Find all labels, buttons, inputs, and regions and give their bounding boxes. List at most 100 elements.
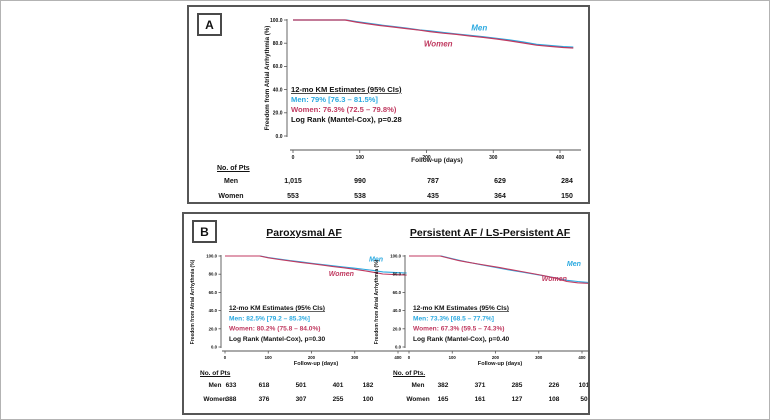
km-estimates-line: Men: 73.3% [68.5 – 77.7%]	[413, 315, 494, 322]
x-tick-label: 200	[422, 155, 431, 161]
risk-value: 376	[258, 396, 270, 403]
risk-value: 150	[561, 193, 573, 200]
y-tick-label: 0.0	[211, 345, 218, 350]
curve-label-men: Men	[369, 256, 383, 263]
km-chart-paroxysmal: 100.0 80.0 60.0 40.0 20.0 0.0 0 100 200 300 400 Fol…	[190, 254, 408, 367]
km-estimates-line: Men: 79% [76.3 – 81.5%]	[291, 95, 378, 104]
y-tick-label: 20.0	[209, 326, 218, 331]
x-tick-label: 400	[578, 355, 586, 360]
x-tick-label: 100	[356, 155, 365, 161]
risk-value: 1,015	[284, 178, 302, 185]
km-curve-women	[225, 255, 407, 276]
y-axis-title: Freedom from Atrial Arrhythmia (%)	[374, 259, 380, 344]
x-tick-label: 200	[492, 355, 500, 360]
x-axis-title: Follow-up (days)	[411, 157, 463, 164]
y-tick-label: 100.0	[206, 254, 217, 259]
x-tick-label: 100	[265, 355, 273, 360]
risk-row-label: Men	[208, 382, 222, 389]
risk-value: 101	[578, 382, 590, 389]
risk-value: 553	[287, 193, 299, 200]
risk-value: 307	[295, 396, 307, 403]
x-tick-label: 0	[408, 355, 411, 360]
y-tick-label: 40.0	[209, 308, 218, 313]
risk-value: 371	[474, 382, 486, 389]
risk-value: 255	[332, 396, 344, 403]
subpanel-title-paroxysmal: Paroxysmal AF	[266, 227, 342, 239]
risk-value: 127	[511, 396, 523, 403]
panel-a: A 100.0 80.0 60.0 40.0 20.0 0.0 0 100 200 300 400 F…	[187, 5, 590, 204]
y-tick-label: 40.0	[393, 308, 402, 313]
y-axis-title: Freedom from Atrial Arrhythmia (%)	[264, 26, 271, 131]
risk-row-label: Men	[224, 178, 238, 185]
y-tick-label: 60.0	[273, 64, 283, 70]
curve-label-men: Men	[471, 23, 487, 32]
panel-b-letter: B	[192, 220, 217, 243]
risk-value: 787	[427, 178, 439, 185]
curve-label-women: Women	[329, 271, 354, 278]
km-estimates-line: Log Rank (Mantel-Cox), p=0.40	[413, 336, 510, 343]
y-tick-label: 0.0	[276, 134, 283, 140]
x-axis-title: Follow-up (days)	[478, 361, 523, 367]
x-tick-label: 100	[449, 355, 457, 360]
x-tick-label: 300	[351, 355, 359, 360]
subpanel-title-persistent: Persistent AF / LS-Persistent AF	[409, 227, 571, 239]
y-axis-title: Freedom from Atrial Arrhythmia (%)	[190, 259, 196, 344]
y-tick-label: 80.0	[393, 272, 402, 277]
y-tick-label: 0.0	[395, 345, 402, 350]
km-curve-women	[293, 19, 574, 49]
risk-value: 161	[474, 396, 486, 403]
y-tick-label: 60.0	[209, 290, 218, 295]
km-chart-overall: 100.0 80.0 60.0 40.0 20.0 0.0 0 100 200 300 400 Fol…	[264, 18, 581, 164]
risk-value: 629	[494, 178, 506, 185]
km-estimates-heading: 12-mo KM Estimates (95% CIs)	[413, 305, 509, 312]
km-estimates-heading: 12-mo KM Estimates (95% CIs)	[229, 305, 325, 312]
risk-value: 226	[548, 382, 560, 389]
risk-value: 165	[437, 396, 449, 403]
y-tick-label: 60.0	[393, 290, 402, 295]
y-tick-label: 100.0	[270, 18, 283, 24]
risk-value: 990	[354, 178, 366, 185]
risk-value: 50	[580, 396, 588, 403]
risk-value: 100	[362, 396, 374, 403]
risk-value: 633	[225, 382, 237, 389]
x-tick-label: 200	[308, 355, 316, 360]
risk-value: 538	[354, 193, 366, 200]
risk-value: 388	[225, 396, 237, 403]
risk-value: 182	[362, 382, 374, 389]
km-estimates-heading: 12-mo KM Estimates (95% CIs)	[291, 85, 402, 94]
x-tick-label: 300	[489, 155, 498, 161]
y-tick-label: 40.0	[273, 87, 283, 93]
x-tick-label: 400	[556, 155, 565, 161]
y-tick-label: 20.0	[273, 111, 283, 117]
risk-value: 284	[561, 178, 573, 185]
km-estimates-line: Log Rank (Mantel-Cox), p=0.28	[291, 115, 402, 124]
x-tick-label: 0	[224, 355, 227, 360]
km-chart-persistent: 100.0 80.0 60.0 40.0 20.0 0.0 0 100 200 300 400 Fol…	[374, 254, 588, 367]
km-estimates-line: Women: 76.3% (72.5 – 79.8%)	[291, 105, 397, 114]
x-tick-label: 300	[535, 355, 543, 360]
risk-row-label: Women	[218, 193, 244, 200]
x-tick-label: 400	[394, 355, 402, 360]
curve-label-women: Women	[542, 276, 567, 283]
panel-b: B Paroxysmal AF Persistent AF / LS-Persi…	[182, 212, 590, 415]
km-estimates-line: Log Rank (Mantel-Cox), p=0.30	[229, 336, 326, 343]
risk-value: 618	[258, 382, 270, 389]
risk-value: 401	[332, 382, 344, 389]
risk-row-label: Men	[411, 382, 425, 389]
risk-value: 501	[295, 382, 307, 389]
panel-a-letter: A	[197, 13, 222, 36]
curve-label-men: Men	[567, 261, 581, 268]
risk-value: 435	[427, 193, 439, 200]
km-curve-women	[409, 255, 588, 284]
risk-row-label: Women	[203, 396, 227, 403]
curve-label-women: Women	[424, 40, 453, 49]
risk-value: 285	[511, 382, 523, 389]
km-estimates-line: Women: 67.3% (59.5 – 74.3%)	[413, 326, 505, 333]
risk-value: 364	[494, 193, 506, 200]
km-estimates-line: Men: 82.5% [79.2 – 85.3%]	[229, 315, 310, 322]
risk-value: 108	[548, 396, 560, 403]
risk-row-label: Women	[406, 396, 430, 403]
km-estimates-line: Women: 80.2% (75.8 – 84.0%)	[229, 326, 321, 333]
y-tick-label: 100.0	[390, 254, 401, 259]
